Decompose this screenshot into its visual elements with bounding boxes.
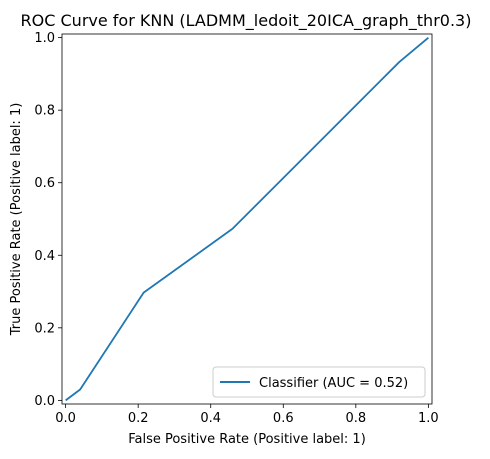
x-tick-label: 0.6 <box>273 411 294 426</box>
roc-curve-line <box>65 36 429 402</box>
x-tick-label: 0.2 <box>128 411 149 426</box>
legend-box <box>212 366 426 398</box>
y-tick-label: 0.0 <box>34 394 55 409</box>
y-tick-label: 1.0 <box>34 31 55 46</box>
plot-area <box>61 33 433 405</box>
x-tick-label: 0.8 <box>345 411 366 426</box>
legend: Classifier (AUC = 0.52) <box>212 366 426 398</box>
x-tick-label: 0.4 <box>200 411 221 426</box>
x-axis-ticks: 0.0 0.2 0.4 0.6 0.8 1.0 <box>55 404 439 426</box>
chart-title: ROC Curve for KNN (LADMM_ledoit_20ICA_gr… <box>21 11 472 31</box>
x-tick-label: 1.0 <box>418 411 439 426</box>
y-tick-label: 0.6 <box>34 176 55 191</box>
x-tick-label: 0.0 <box>55 411 76 426</box>
series-group <box>65 36 429 402</box>
y-axis-label: True Positive Rate (Positive label: 1) <box>9 103 24 337</box>
plot-border <box>61 33 433 405</box>
plot-frame <box>62 34 432 404</box>
x-axis-label: False Positive Rate (Positive label: 1) <box>128 432 366 447</box>
legend-label: Classifier (AUC = 0.52) <box>259 376 408 391</box>
y-tick-label: 0.4 <box>34 249 55 264</box>
y-axis-ticks: 0.0 0.2 0.4 0.6 0.8 1.0 <box>34 31 62 409</box>
y-tick-label: 0.8 <box>34 104 55 119</box>
y-tick-label: 0.2 <box>34 321 55 336</box>
